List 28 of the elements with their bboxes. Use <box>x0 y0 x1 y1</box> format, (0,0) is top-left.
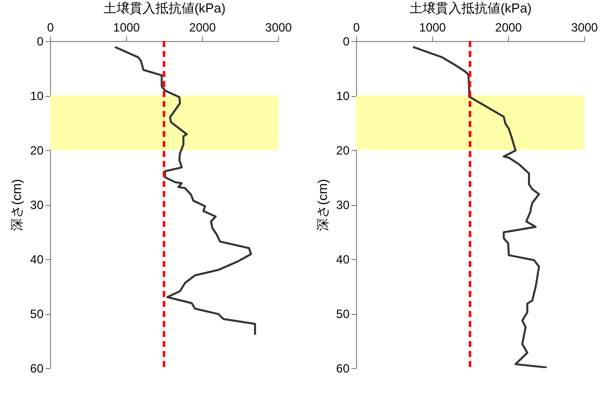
y-tick-label: 40 <box>336 252 350 266</box>
y-tick-label: 30 <box>30 198 44 212</box>
x-tick-label: 0 <box>47 20 54 34</box>
x-axis-title: 土壌貫入抵抗値(kPa) <box>103 0 226 16</box>
x-tick-label: 2000 <box>495 20 522 34</box>
x-tick-label: 0 <box>353 20 360 34</box>
y-tick-label: 50 <box>30 307 44 321</box>
y-axis-title: 深さ(cm) <box>315 179 330 231</box>
x-axis-title: 土壌貫入抵抗値(kPa) <box>409 0 532 16</box>
y-tick-label: 20 <box>336 144 350 158</box>
y-tick-label: 0 <box>36 34 44 48</box>
y-tick-label: 10 <box>336 89 350 103</box>
x-tick-label: 3000 <box>571 20 598 34</box>
y-tick-label: 0 <box>342 34 350 48</box>
y-tick-label: 60 <box>30 362 44 376</box>
y-tick-label: 60 <box>336 362 350 376</box>
line-series <box>412 46 548 368</box>
y-tick-label: 40 <box>30 252 44 266</box>
x-tick-label: 1000 <box>113 20 140 34</box>
y-tick-label: 20 <box>30 144 44 158</box>
line-series <box>114 46 256 336</box>
y-tick-label: 50 <box>336 307 350 321</box>
y-tick-label: 30 <box>336 198 350 212</box>
x-tick-label: 1000 <box>419 20 446 34</box>
x-tick-label: 2000 <box>189 20 216 34</box>
y-tick-label: 10 <box>30 89 44 103</box>
y-axis-title: 深さ(cm) <box>9 179 24 231</box>
x-tick-label: 3000 <box>265 20 292 34</box>
